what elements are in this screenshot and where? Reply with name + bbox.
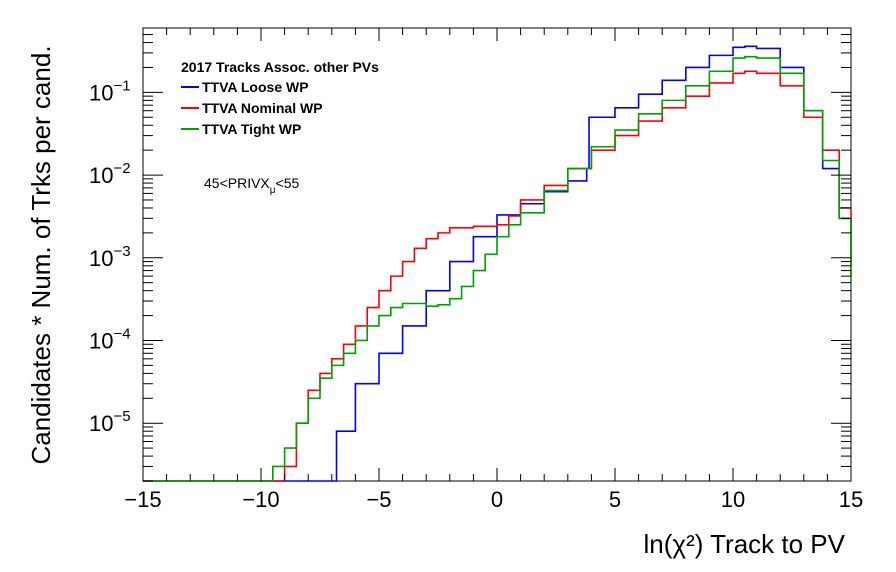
cut-annotation-tail: <55 — [276, 175, 300, 191]
legend-label-tight: TTVA Tight WP — [202, 121, 301, 137]
y-tick-label: 10−1 — [89, 77, 131, 105]
legend-header: 2017 Tracks Assoc. other PVs — [181, 59, 379, 75]
legend-label-loose: TTVA Loose WP — [202, 79, 309, 95]
y-tick-base: 10 — [89, 246, 113, 271]
x-tick-label: 0 — [491, 487, 503, 512]
series-layer — [143, 45, 852, 482]
y-tick-label: 10−3 — [89, 243, 131, 271]
y-tick-exponent: −2 — [113, 160, 130, 177]
y-tick-base: 10 — [89, 163, 113, 188]
y-tick-exponent: −3 — [113, 243, 130, 260]
y-tick-base: 10 — [89, 328, 113, 353]
x-tick-label: 10 — [721, 487, 745, 512]
y-tick-exponent: −5 — [113, 408, 130, 425]
y-tick-base: 10 — [89, 80, 113, 105]
y-tick-label: 10−4 — [89, 325, 131, 353]
y-tick-label: 10−2 — [89, 160, 131, 188]
series-line-loose — [143, 45, 852, 482]
series-line-tight — [143, 55, 852, 482]
y-tick-exponent: −1 — [113, 77, 130, 94]
y-tick-base: 10 — [89, 411, 113, 436]
x-tick-label: −15 — [124, 487, 161, 512]
y-axis-title: Candidates * Num. of Trks per cand. — [26, 45, 56, 464]
legend: 2017 Tracks Assoc. other PVs TTVA Loose … — [181, 59, 379, 137]
x-tick-label: −5 — [366, 487, 391, 512]
cut-annotation-sub: μ — [270, 185, 276, 196]
legend-label-nominal: TTVA Nominal WP — [202, 100, 323, 116]
x-axis-title: ln(χ²) Track to PV — [644, 529, 846, 559]
x-tick-label: 15 — [839, 487, 863, 512]
y-tick-exponent: −4 — [113, 325, 130, 342]
cut-annotation: 45<PRIVXμ<55 — [204, 175, 299, 196]
x-tick-label: −10 — [242, 487, 279, 512]
y-tick-label: 10−5 — [89, 408, 131, 436]
cut-annotation-main: 45<PRIVX — [204, 175, 270, 191]
x-tick-label: 5 — [609, 487, 621, 512]
